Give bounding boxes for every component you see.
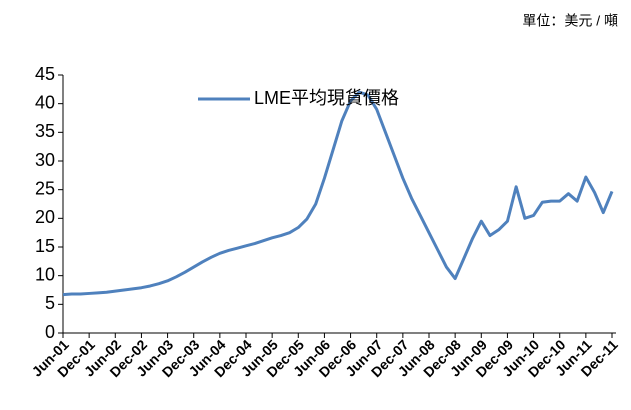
- y-tick-label: 35: [35, 121, 55, 141]
- line: [62, 90, 614, 297]
- y-tick-label: 15: [35, 236, 55, 256]
- y-tick-label: 30: [35, 150, 55, 170]
- legend-label: LME平均現貨價格: [254, 88, 399, 108]
- y-tick-label: 25: [35, 178, 55, 198]
- y-tick-label: 40: [35, 92, 55, 112]
- y-tick-label: 10: [35, 264, 55, 284]
- y-tick-label: 0: [45, 322, 55, 342]
- unit-note: 單位：美元 / 噸: [522, 13, 618, 29]
- y-tick-label: 5: [45, 293, 55, 313]
- y-tick-label: 20: [35, 207, 55, 227]
- y-tick-label: 45: [35, 64, 55, 84]
